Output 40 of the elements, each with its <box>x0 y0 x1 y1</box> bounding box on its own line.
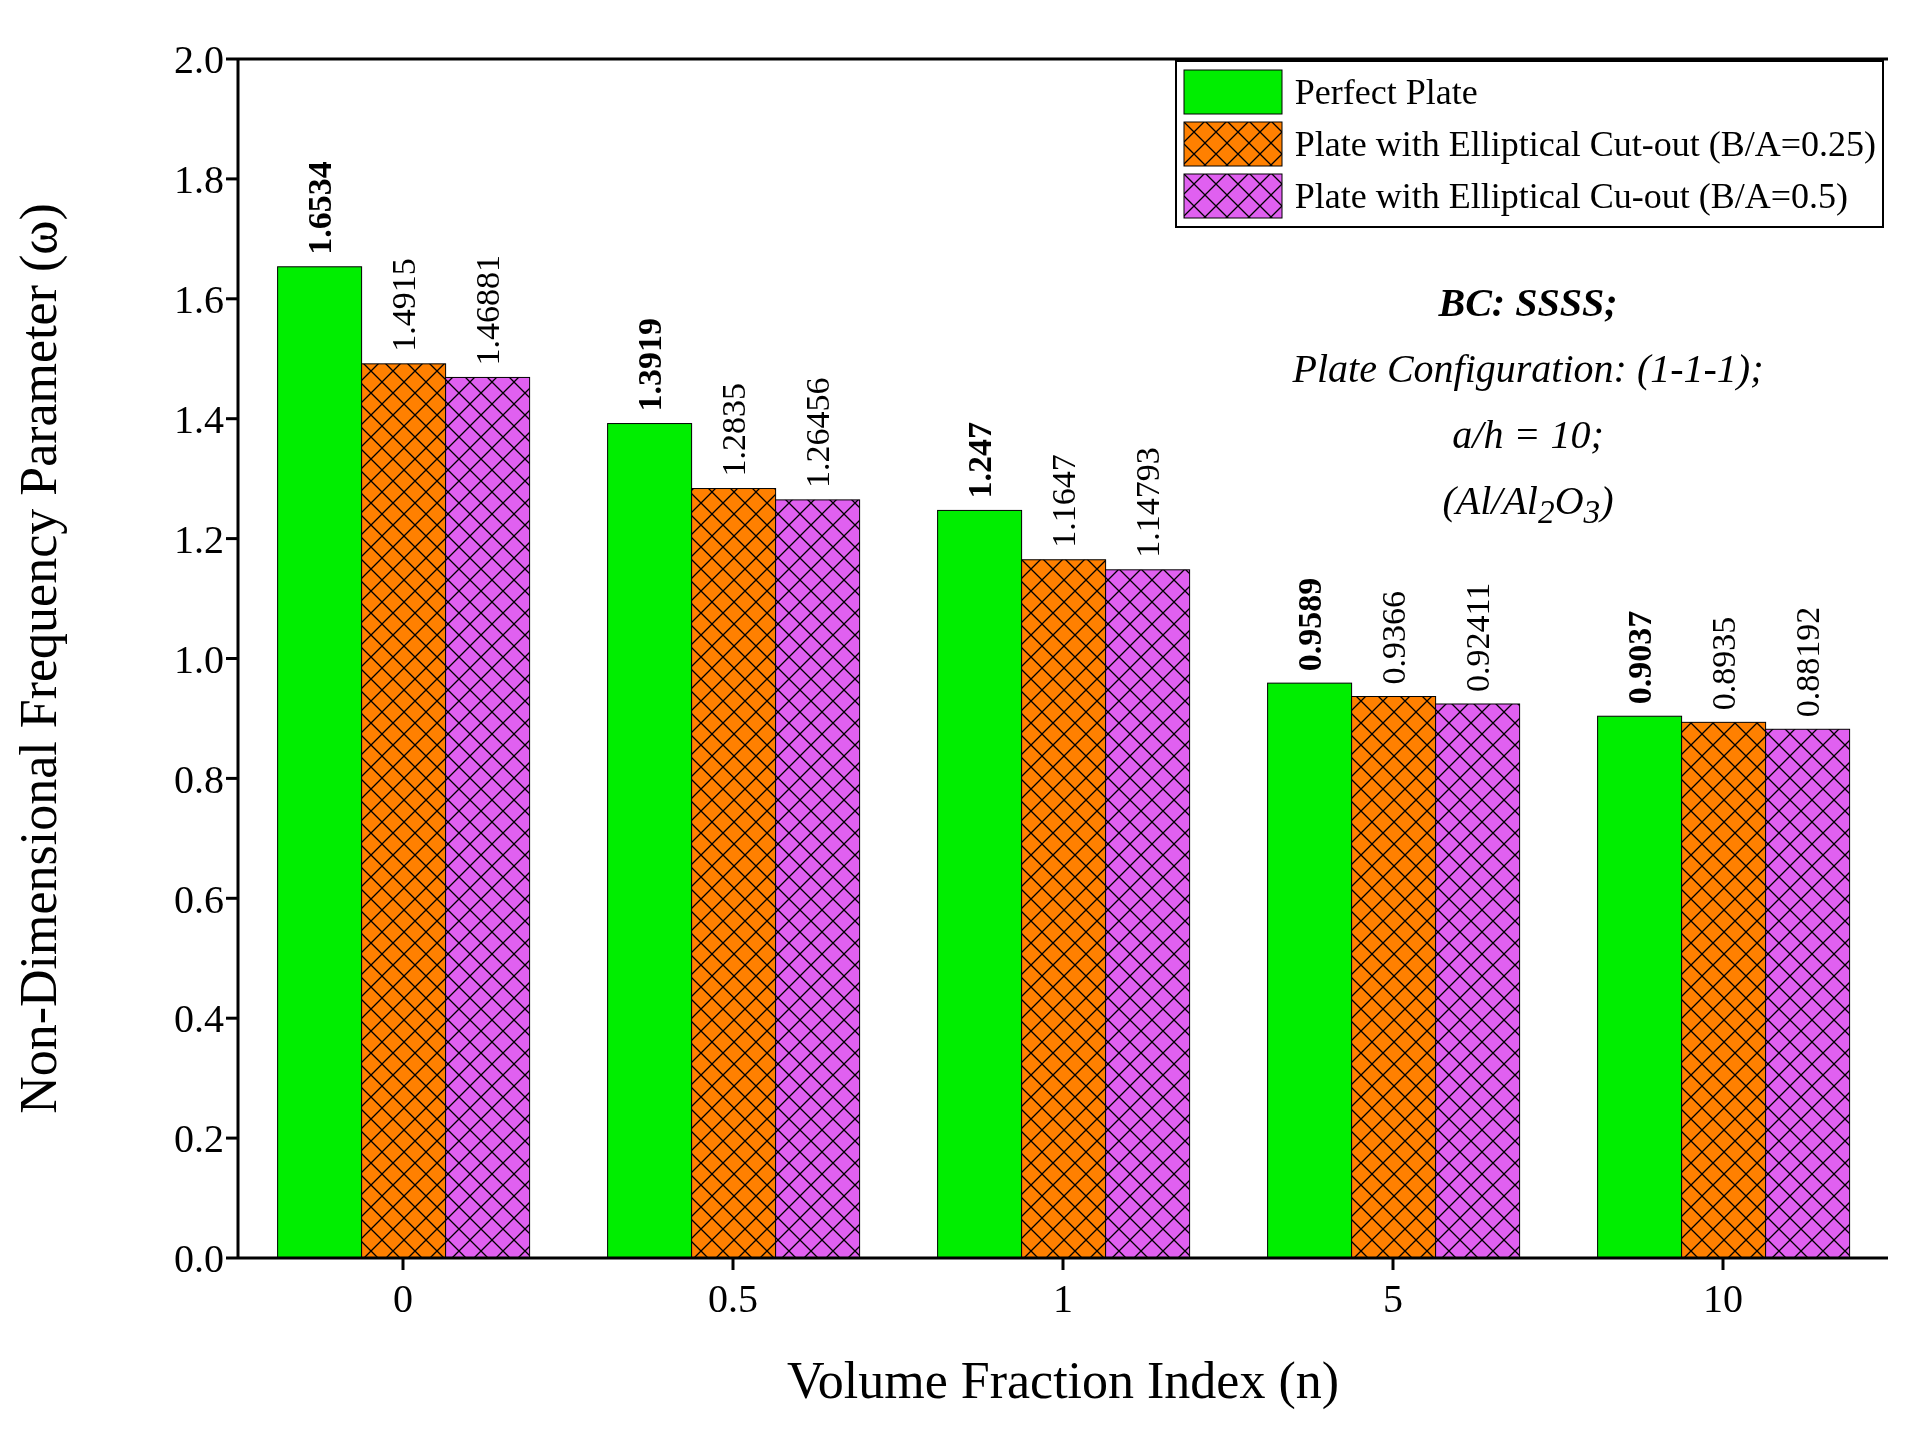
x-tick-label: 5 <box>1383 1276 1403 1322</box>
data-label: 1.14793 <box>1129 447 1167 558</box>
legend-label: Plate with Elliptical Cu-out (B/A=0.5) <box>1294 175 1848 217</box>
x-tick-label: 0.5 <box>708 1276 758 1322</box>
y-tick-label: 1.2 <box>174 516 224 562</box>
data-label: 0.9589 <box>1291 577 1329 672</box>
data-label: 1.247 <box>961 421 999 499</box>
data-label: 0.9037 <box>1621 610 1659 705</box>
data-label: 0.8935 <box>1705 616 1743 711</box>
data-label: 1.2835 <box>715 383 753 477</box>
legend-label: Perfect Plate <box>1294 71 1478 113</box>
x-axis-title: Volume Fraction Index (n) <box>786 1352 1340 1410</box>
data-label: 0.88192 <box>1789 606 1827 718</box>
y-tick-label: 1.0 <box>174 636 224 682</box>
y-tick-label: 1.8 <box>174 157 224 203</box>
data-label: 1.26456 <box>799 377 837 488</box>
annotation: (Al/Al$_{2}$O$_{3}$) <box>1441 477 1615 532</box>
legend-label: Plate with Elliptical Cut-out (B/A=0.25) <box>1294 123 1876 165</box>
y-tick-label: 0.4 <box>174 996 224 1042</box>
y-tick-label: 1.4 <box>174 396 224 442</box>
x-tick-label: 0 <box>393 1276 413 1322</box>
x-tick-label: 10 <box>1703 1276 1743 1322</box>
data-label: 0.92411 <box>1459 582 1497 692</box>
data-label: 1.4915 <box>385 258 423 352</box>
data-label: 1.6534 <box>301 161 339 255</box>
y-tick-label: 0.6 <box>174 876 224 922</box>
annotation: BC: SSSS; <box>1437 279 1619 327</box>
x-tick-label: 1 <box>1053 1276 1073 1322</box>
data-label: 1.3919 <box>631 318 669 412</box>
annotation: a/h = 10; <box>1451 411 1605 459</box>
y-tick-label: 2.0 <box>174 37 224 83</box>
y-tick-label: 1.6 <box>174 277 224 322</box>
y-axis-title: Non-Dimensional Frequency Parameter (ω) <box>10 203 69 1114</box>
y-tick-label: 0.8 <box>174 756 224 802</box>
data-label: 0.9366 <box>1375 591 1413 685</box>
y-tick-label: 0.2 <box>174 1116 224 1162</box>
data-label: 1.1647 <box>1045 454 1083 548</box>
data-label: 1.46881 <box>469 254 507 366</box>
annotation: Plate Configuration: (1-1-1); <box>1291 345 1765 393</box>
y-tick-label: 0.0 <box>174 1236 224 1282</box>
